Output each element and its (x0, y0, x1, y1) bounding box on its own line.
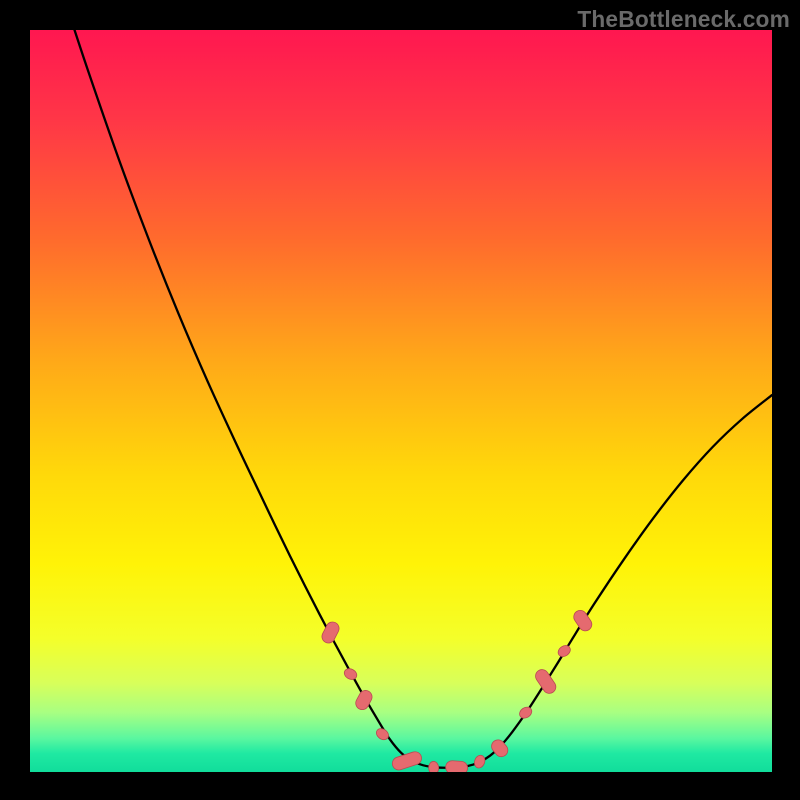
curve-marker (473, 754, 487, 770)
chart-frame (30, 30, 772, 772)
curve-marker (342, 667, 358, 682)
curve-marker (571, 608, 594, 634)
curve-marker (320, 620, 342, 646)
curve-marker (517, 705, 533, 721)
curve-marker (428, 761, 438, 772)
chart-svg-layer (30, 30, 772, 772)
curve-marker (374, 726, 390, 742)
site-watermark: TheBottleneck.com (577, 6, 790, 33)
stage: TheBottleneck.com (0, 0, 800, 800)
curve-marker (556, 643, 572, 659)
curve-marker (391, 750, 424, 772)
bottleneck-curve (75, 30, 772, 768)
curve-marker (445, 760, 468, 772)
curve-marker (489, 737, 511, 759)
chart-plot-area (30, 30, 772, 772)
curve-marker (533, 667, 558, 696)
